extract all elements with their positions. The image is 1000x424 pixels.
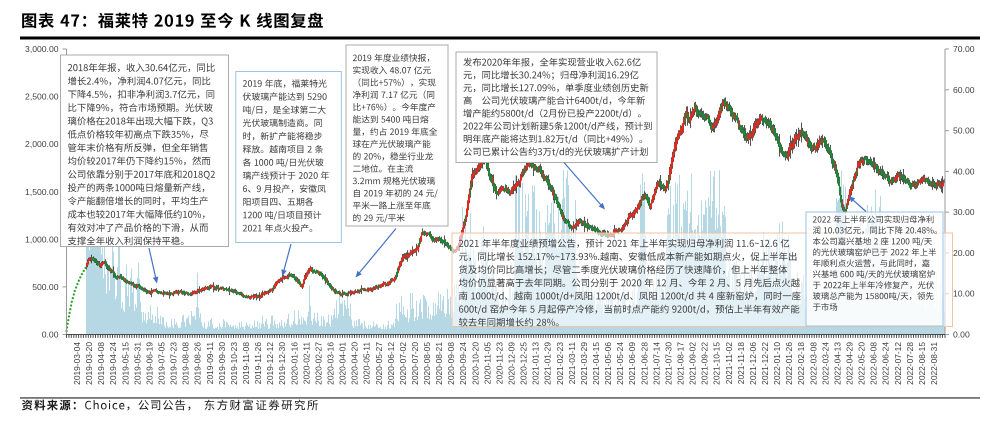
- svg-text:2021-02-23: 2021-02-23: [555, 342, 565, 385]
- svg-text:20.00: 20.00: [953, 248, 975, 258]
- svg-text:2021-03-29: 2021-03-29: [579, 342, 589, 385]
- svg-text:2021-09-22: 2021-09-22: [700, 342, 710, 385]
- svg-text:2019-11-26: 2019-11-26: [253, 342, 263, 385]
- svg-text:2020-09-24: 2020-09-24: [458, 342, 468, 385]
- svg-text:1,000.00: 1,000.00: [25, 234, 59, 244]
- svg-text:2020-04-20: 2020-04-20: [350, 342, 360, 385]
- svg-text:2019-07-05: 2019-07-05: [157, 342, 167, 385]
- svg-text:2020-08-05: 2020-08-05: [422, 342, 432, 385]
- svg-text:2022-04-29: 2022-04-29: [845, 342, 855, 385]
- svg-text:30.00: 30.00: [953, 207, 975, 217]
- svg-text:2020-07-02: 2020-07-02: [398, 342, 408, 385]
- svg-text:2019-06-19: 2019-06-19: [144, 342, 154, 385]
- svg-text:2021-08-17: 2021-08-17: [676, 342, 686, 385]
- svg-text:2020-11-23: 2020-11-23: [494, 342, 504, 385]
- svg-text:500.00: 500.00: [32, 282, 59, 292]
- svg-text:2020-02-27: 2020-02-27: [313, 342, 323, 385]
- svg-text:2022-03-08: 2022-03-08: [808, 342, 818, 385]
- svg-text:2020-11-05: 2020-11-05: [482, 342, 492, 385]
- svg-text:2019-11-08: 2019-11-08: [241, 342, 251, 385]
- svg-text:2021-01-13: 2021-01-13: [531, 342, 541, 385]
- svg-text:2021-05-06: 2021-05-06: [603, 342, 613, 385]
- svg-text:2020-02-11: 2020-02-11: [301, 342, 311, 385]
- svg-text:2022-07-28: 2022-07-28: [905, 342, 915, 385]
- svg-text:2021-05-24: 2021-05-24: [615, 342, 625, 385]
- svg-text:2019-08-26: 2019-08-26: [193, 342, 203, 385]
- svg-text:70.00: 70.00: [953, 44, 975, 54]
- svg-text:2020-12-25: 2020-12-25: [519, 342, 529, 385]
- svg-text:2,500.00: 2,500.00: [25, 92, 59, 102]
- svg-text:2,000.00: 2,000.00: [25, 139, 59, 149]
- svg-text:1,500.00: 1,500.00: [25, 187, 59, 197]
- svg-text:2021-07-14: 2021-07-14: [651, 342, 661, 385]
- svg-text:2022-04-13: 2022-04-13: [832, 342, 842, 385]
- svg-text:2019-10-23: 2019-10-23: [229, 342, 239, 385]
- svg-text:2019-12-30: 2019-12-30: [277, 342, 287, 385]
- svg-text:2021-04-15: 2021-04-15: [591, 342, 601, 385]
- svg-text:10.00: 10.00: [953, 289, 975, 299]
- svg-text:2022-08-15: 2022-08-15: [917, 342, 927, 385]
- svg-text:2019-07-23: 2019-07-23: [169, 342, 179, 385]
- svg-text:2022-06-24: 2022-06-24: [881, 342, 891, 385]
- svg-text:2019-04-24: 2019-04-24: [108, 342, 118, 385]
- svg-text:2020-10-20: 2020-10-20: [470, 342, 480, 385]
- svg-text:2022-01-26: 2022-01-26: [784, 342, 794, 385]
- svg-text:2020-06-12: 2020-06-12: [386, 342, 396, 385]
- svg-text:2020-05-11: 2020-05-11: [362, 342, 372, 385]
- svg-text:2020-03-16: 2020-03-16: [326, 342, 336, 385]
- svg-text:2021-03-11: 2021-03-11: [567, 342, 577, 385]
- svg-text:2019-03-04: 2019-03-04: [72, 342, 82, 385]
- svg-text:2021-10-15: 2021-10-15: [712, 342, 722, 385]
- svg-text:2019-05-15: 2019-05-15: [120, 342, 130, 385]
- svg-text:0.00: 0.00: [953, 330, 970, 340]
- svg-text:40.00: 40.00: [953, 166, 975, 176]
- svg-text:2022-03-24: 2022-03-24: [820, 342, 830, 385]
- svg-text:2020-09-08: 2020-09-08: [446, 342, 456, 385]
- svg-text:2020-07-20: 2020-07-20: [410, 342, 420, 385]
- svg-text:2021-09-02: 2021-09-02: [688, 342, 698, 385]
- svg-text:2020-04-01: 2020-04-01: [338, 342, 348, 385]
- svg-text:3,000.00: 3,000.00: [25, 44, 59, 54]
- svg-text:2020-08-21: 2020-08-21: [434, 342, 444, 385]
- svg-text:2022-01-10: 2022-01-10: [772, 342, 782, 385]
- svg-text:2019-05-31: 2019-05-31: [132, 342, 142, 385]
- svg-text:2021-07-30: 2021-07-30: [663, 342, 673, 385]
- svg-text:0.00: 0.00: [42, 330, 59, 340]
- svg-text:2021-06-09: 2021-06-09: [627, 342, 637, 385]
- svg-text:2021-12-22: 2021-12-22: [760, 342, 770, 385]
- svg-text:2019-04-08: 2019-04-08: [96, 342, 106, 385]
- svg-text:2020-05-27: 2020-05-27: [374, 342, 384, 385]
- svg-text:50.00: 50.00: [953, 126, 975, 136]
- svg-text:2022-02-18: 2022-02-18: [796, 342, 806, 385]
- svg-text:2021-11-02: 2021-11-02: [724, 342, 734, 385]
- svg-text:2021-11-18: 2021-11-18: [736, 342, 746, 385]
- svg-text:2020-01-16: 2020-01-16: [289, 342, 299, 385]
- svg-text:2022-07-12: 2022-07-12: [893, 342, 903, 385]
- svg-text:2022-08-31: 2022-08-31: [929, 342, 939, 385]
- svg-text:2020-12-09: 2020-12-09: [507, 342, 517, 385]
- svg-text:60.00: 60.00: [953, 85, 975, 95]
- svg-text:2019-08-08: 2019-08-08: [181, 342, 191, 385]
- svg-text:2019-12-12: 2019-12-12: [265, 342, 275, 385]
- svg-text:2022-05-20: 2022-05-20: [857, 342, 867, 385]
- svg-text:2019-09-11: 2019-09-11: [205, 342, 215, 385]
- svg-text:2021-06-28: 2021-06-28: [639, 342, 649, 385]
- svg-text:2019-09-30: 2019-09-30: [217, 342, 227, 385]
- svg-text:2019-03-20: 2019-03-20: [84, 342, 94, 385]
- svg-text:2021-12-06: 2021-12-06: [748, 342, 758, 385]
- svg-text:2021-01-29: 2021-01-29: [543, 342, 553, 385]
- svg-text:2022-06-08: 2022-06-08: [869, 342, 879, 385]
